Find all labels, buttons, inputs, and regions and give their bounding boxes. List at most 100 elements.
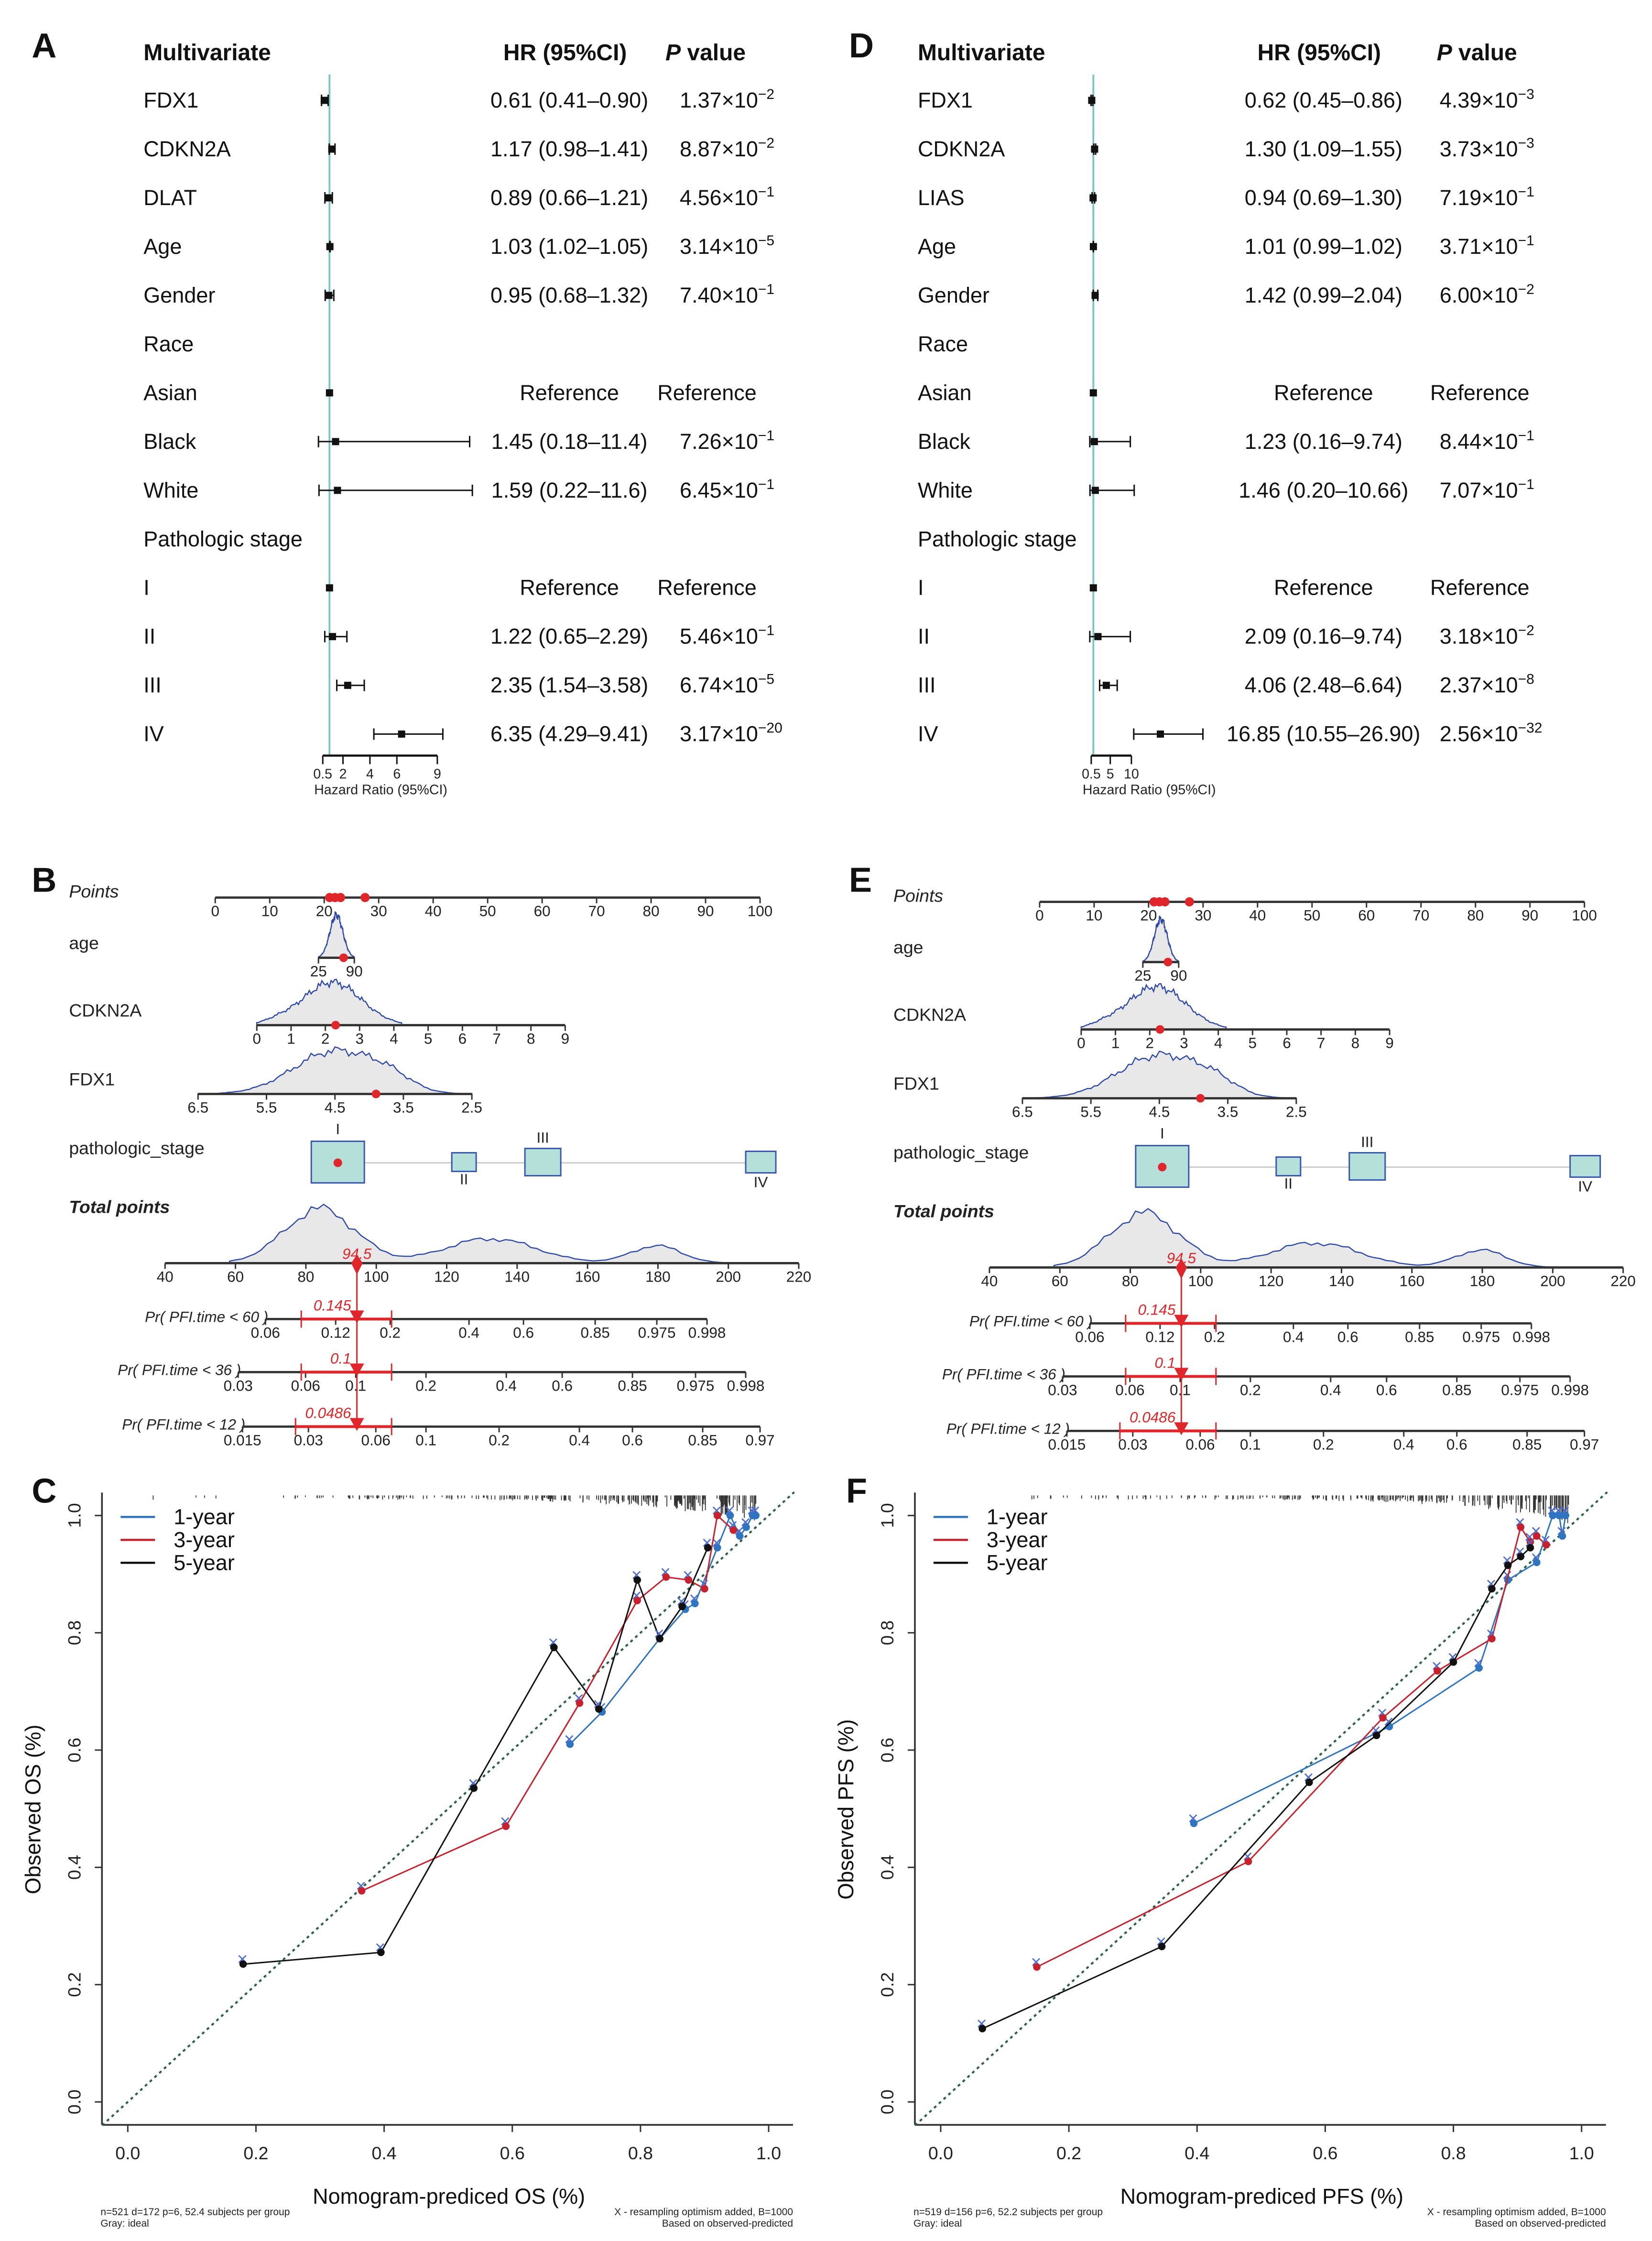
selected-point-marker	[1185, 897, 1194, 907]
probability-tick-label: 0.015	[224, 1431, 261, 1448]
y-tick-label: 1.0	[64, 1503, 84, 1528]
points-tick-label: 90	[697, 903, 714, 920]
hr-marker	[398, 730, 405, 738]
hr-reference: Reference	[520, 576, 619, 600]
total-points-tick-label: 200	[1540, 1272, 1565, 1289]
row-label: DLAT	[143, 185, 197, 210]
row-label: IV	[143, 722, 164, 746]
series-point-3-year	[661, 1568, 670, 1581]
cdkn2a-density	[1080, 983, 1227, 1030]
stage-level-label: I	[1160, 1124, 1164, 1142]
points-tick-label: 70	[1413, 907, 1429, 924]
hr-value: 6.35 (4.29–9.41)	[490, 722, 648, 746]
y-axis-label: Observed OS (%)	[21, 1725, 45, 1894]
total-points-tick-label: 80	[1122, 1272, 1139, 1289]
row-label: I	[918, 576, 924, 600]
series-point-5-year	[376, 1943, 385, 1957]
series-point-3-year	[501, 1817, 510, 1830]
probability-tick-label: 0.6	[1337, 1328, 1359, 1345]
probability-marker	[349, 1310, 364, 1324]
series-point-3-year	[1032, 1958, 1041, 1971]
probability-marker	[1174, 1422, 1189, 1436]
series-point-1-year	[1532, 1553, 1541, 1567]
probability-value: 0.0486	[305, 1404, 351, 1421]
observed-point	[1504, 1561, 1512, 1569]
observed-point	[729, 1526, 738, 1534]
observed-point	[1190, 1819, 1198, 1828]
cdkn2a-tick-label: 0	[1077, 1034, 1086, 1052]
p-exponent: −1	[758, 477, 774, 492]
hr-value: 1.46 (0.20–10.66)	[1239, 478, 1408, 502]
p-value: 8.44×10−1	[1440, 428, 1534, 454]
age-tick-label: 25	[310, 963, 327, 980]
ideal-line	[101, 1491, 795, 2126]
selected-point-marker	[336, 893, 346, 903]
observed-point	[633, 1576, 641, 1584]
stage-box-ii	[451, 1152, 477, 1172]
series-point-1-year	[1474, 1659, 1483, 1672]
probability-marker	[349, 1418, 364, 1431]
probability-value: 0.0486	[1130, 1408, 1176, 1425]
series-point-1-year	[725, 1506, 734, 1520]
hr-marker	[1088, 97, 1096, 104]
p-value: 7.19×10−1	[1440, 184, 1534, 210]
series-point-1-year	[1189, 1814, 1198, 1828]
fdx1-density	[197, 1046, 473, 1095]
observed-point	[1372, 1731, 1380, 1740]
total-points-marker	[1175, 1259, 1187, 1279]
points-tick-label: 70	[588, 903, 605, 920]
series-point-3-year	[1378, 1708, 1387, 1722]
row-label: III	[143, 673, 162, 697]
probability-label: Pr( PFI.time < 36 )	[942, 1365, 1065, 1382]
total-points-tick-label: 140	[505, 1268, 530, 1285]
probability-tick-label: 0.2	[415, 1377, 436, 1394]
total-points-value: 94.5	[1167, 1249, 1196, 1266]
series-point-1-year	[690, 1594, 699, 1608]
hr-value: 0.95 (0.68–1.32)	[490, 283, 648, 307]
series-point-1-year	[565, 1735, 574, 1748]
cdkn2a-selected-marker	[1155, 1025, 1164, 1034]
probability-tick-label: 0.06	[1185, 1436, 1215, 1453]
hr-value: 2.09 (0.16–9.74)	[1245, 624, 1402, 649]
row-label: Pathologic stage	[143, 527, 303, 551]
probability-label: Pr( PFI.time < 60 )	[969, 1312, 1093, 1329]
fdx1-tick-label: 5.5	[256, 1099, 277, 1116]
p-value: 6.45×10−1	[680, 477, 774, 502]
p-value: 6.74×10−5	[680, 672, 774, 697]
probability-tick-label: 0.03	[1118, 1436, 1147, 1453]
series-point-3-year	[357, 1882, 366, 1895]
probability-tick-label: 0.975	[1501, 1381, 1539, 1398]
observed-point	[550, 1643, 558, 1652]
observed-point	[1488, 1635, 1496, 1643]
series-line-1-year	[1193, 1514, 1566, 1824]
x-tick-label: 0.6	[500, 2143, 525, 2163]
row-label: White	[143, 478, 198, 502]
probability-tick-label: 0.2	[380, 1324, 401, 1341]
legend-label: 1-year	[987, 1504, 1048, 1529]
series-point-3-year	[1487, 1629, 1496, 1643]
calibration-plot-c: 0.0 0.2 0.4 0.6 0.8 1.0 0.0 0.2 0.4 0.6 0.8 1.0 Obse…	[21, 1491, 795, 2229]
p-exponent: −8	[1518, 672, 1534, 687]
total-points-density	[1053, 1208, 1556, 1268]
footnote-left: Gray: ideal	[100, 2218, 149, 2229]
y-tick-label: 0.4	[64, 1855, 84, 1880]
hr-value: 1.42 (0.99–2.04)	[1245, 283, 1402, 307]
panel-label-a: A	[32, 27, 56, 65]
hr-marker	[1157, 730, 1164, 738]
observed-point	[470, 1784, 478, 1792]
p-value: 3.18×10−2	[1440, 623, 1534, 649]
stage-level-label: IV	[754, 1173, 768, 1190]
points-tick-label: 10	[1086, 907, 1102, 924]
p-exponent: −32	[1518, 720, 1543, 736]
stage-level-label: II	[460, 1170, 468, 1187]
observed-point	[1158, 1943, 1166, 1950]
points-tick-label: 60	[1358, 907, 1375, 924]
observed-point	[978, 2024, 986, 2033]
hr-reference: Reference	[1274, 576, 1373, 600]
probability-marker	[1174, 1368, 1189, 1381]
hr-reference: Reference	[1274, 381, 1373, 405]
row-label: FDX1	[143, 88, 198, 112]
probability-tick-label: 0.06	[291, 1377, 320, 1394]
observed-point	[742, 1523, 750, 1531]
